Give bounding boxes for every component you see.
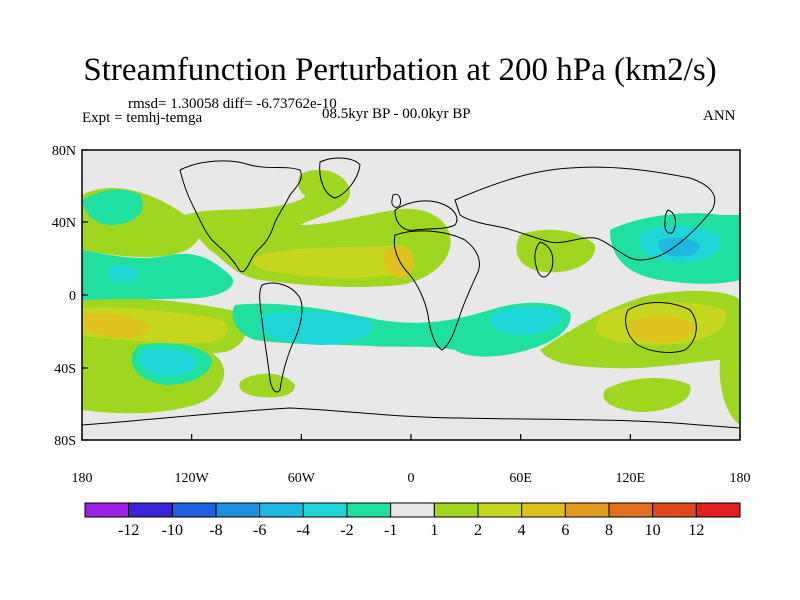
- map-plot-area: [82, 150, 740, 440]
- coastline-japan: [664, 209, 676, 234]
- contour-region: [259, 311, 373, 345]
- colorbar-swatch: [215, 502, 261, 518]
- lat-tick-label: 80N: [52, 144, 76, 159]
- contour-region: [140, 348, 198, 377]
- coastline-antarctica: [82, 407, 740, 429]
- contour-region: [253, 245, 413, 278]
- colorbar-label: -10: [162, 522, 183, 539]
- colorbar-swatch: [346, 502, 392, 518]
- colorbar-swatch: [390, 502, 435, 518]
- colorbar-swatch: [521, 502, 566, 518]
- colorbar-swatch: [302, 502, 348, 518]
- colorbar-swatch: [652, 502, 697, 518]
- colorbar-label: -8: [209, 522, 222, 539]
- contour-region: [489, 307, 561, 335]
- period-text: 08.5kyr BP - 00.0kyr BP: [322, 106, 471, 122]
- coastline-africa: [393, 230, 480, 351]
- rmsd-text: rmsd= 1.30058 diff= -6.73762e-10: [128, 96, 337, 112]
- colorbar-label: 1: [430, 522, 438, 539]
- colorbar-swatch: [695, 502, 741, 518]
- colorbar-label: 6: [561, 522, 569, 539]
- lon-tick-label: 180: [72, 471, 93, 486]
- contour-region: [516, 229, 596, 273]
- contour-region: [107, 265, 138, 282]
- colorbar-swatch: [433, 502, 479, 518]
- lon-tick-label: 60E: [509, 471, 532, 486]
- colorbar-swatch: [564, 502, 610, 518]
- colorbar-label: -1: [384, 522, 397, 539]
- contour-region: [658, 237, 700, 257]
- page-title: Streamfunction Perturbation at 200 hPa (…: [83, 52, 717, 88]
- lon-tick-label: 120E: [616, 471, 646, 486]
- colorbar-label: -2: [340, 522, 353, 539]
- colorbar-label: 12: [688, 522, 704, 539]
- colorbar-swatch: [259, 502, 304, 518]
- colorbar-label: -4: [297, 522, 310, 539]
- coastline-asia: [454, 166, 716, 261]
- colorbar-label: 10: [645, 522, 661, 539]
- coastlines: [82, 157, 740, 429]
- colorbar-label: -6: [253, 522, 266, 539]
- latitude-axis: 80N 40N 0 40S 80S: [52, 144, 88, 449]
- colorbar-swatch: [171, 502, 217, 518]
- coastline-north-america: [179, 160, 302, 273]
- colorbar-swatch: [128, 502, 173, 518]
- coastline-uk: [391, 193, 401, 208]
- contour-region: [628, 315, 695, 343]
- lon-tick-label: 0: [408, 471, 415, 486]
- positive-strong-layer: [82, 245, 727, 345]
- lat-tick-label: 80S: [54, 434, 76, 449]
- colorbar-swatch: [608, 502, 654, 518]
- colorbar-label: 4: [518, 522, 526, 539]
- longitude-axis: 180 120W 60W 0 60E 120E 180: [72, 434, 751, 486]
- lat-tick-label: 40S: [54, 362, 76, 377]
- coastline-europe: [394, 200, 458, 231]
- lat-tick-label: 0: [69, 289, 76, 304]
- contour-region: [383, 245, 415, 278]
- coastline-india: [534, 241, 554, 278]
- colorbar: [84, 502, 741, 518]
- colorbar-swatch: [477, 502, 523, 518]
- coastline-australia: [625, 302, 697, 353]
- contour-region: [239, 373, 295, 398]
- colorbar-swatch: [84, 502, 130, 518]
- colorbar-label: 2: [474, 522, 482, 539]
- lon-tick-label: 180: [730, 471, 751, 486]
- colorbar-labels: -12 -10 -8 -6 -4 -2 -1 1 2 4 6 8 10 12: [118, 522, 704, 539]
- colorbar-label: -12: [118, 522, 139, 539]
- negative-strong-layer: [107, 225, 721, 377]
- lon-tick-label: 120W: [175, 471, 210, 486]
- contour-region: [603, 378, 691, 412]
- contour-region: [82, 250, 234, 300]
- contour-region: [82, 189, 143, 225]
- coastline-south-america: [259, 282, 303, 393]
- season-text: ANN: [703, 108, 736, 124]
- colorbar-label: 8: [605, 522, 613, 539]
- coastline-greenland: [319, 157, 361, 199]
- lon-tick-label: 60W: [288, 471, 316, 486]
- lat-tick-label: 40N: [52, 216, 76, 231]
- experiment-text: Expt = temhj-temga: [82, 110, 203, 126]
- contour-region: [82, 313, 150, 338]
